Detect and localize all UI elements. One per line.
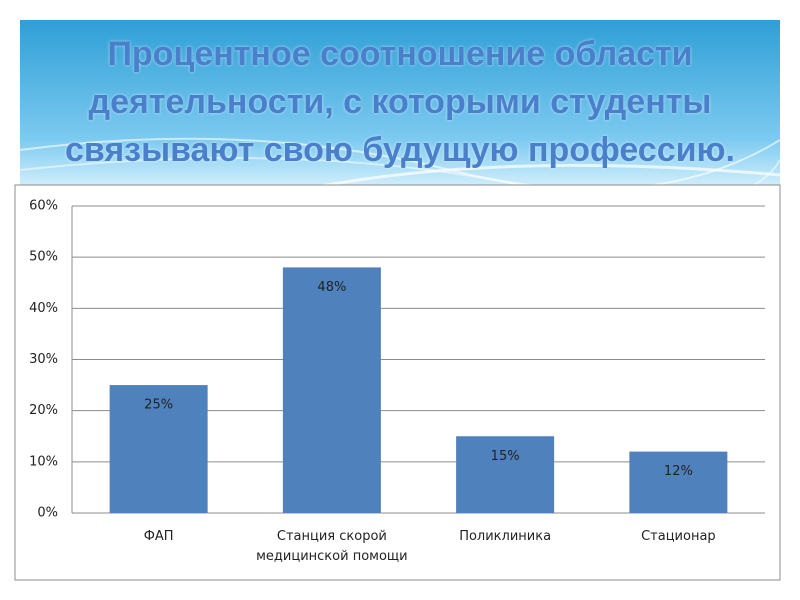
chart-title: Процентное соотношение области деятельно… xyxy=(64,35,736,169)
y-tick-label: 50% xyxy=(29,250,58,265)
x-tick-label: ФАП xyxy=(143,529,174,544)
value-label: 25% xyxy=(144,398,173,413)
x-tick-label: Станция скорой медицинской помощи xyxy=(256,529,408,564)
x-tick-label: Стационар xyxy=(641,529,716,544)
value-label: 48% xyxy=(317,280,346,295)
decor-wave xyxy=(299,163,781,192)
header-background xyxy=(20,20,780,190)
bar xyxy=(282,267,381,513)
y-tick-label: 60% xyxy=(29,199,58,214)
y-tick-label: 0% xyxy=(37,506,58,521)
value-label: 15% xyxy=(491,449,520,464)
y-tick-label: 40% xyxy=(29,301,58,316)
bar xyxy=(109,385,208,513)
y-tick-label: 30% xyxy=(29,352,58,367)
value-label: 12% xyxy=(664,464,693,479)
chart-frame xyxy=(14,184,781,581)
bar xyxy=(629,451,728,513)
y-tick-label: 10% xyxy=(29,454,58,469)
x-tick-label: Поликлиника xyxy=(459,529,552,544)
bar xyxy=(456,436,555,513)
y-tick-label: 20% xyxy=(29,403,58,418)
